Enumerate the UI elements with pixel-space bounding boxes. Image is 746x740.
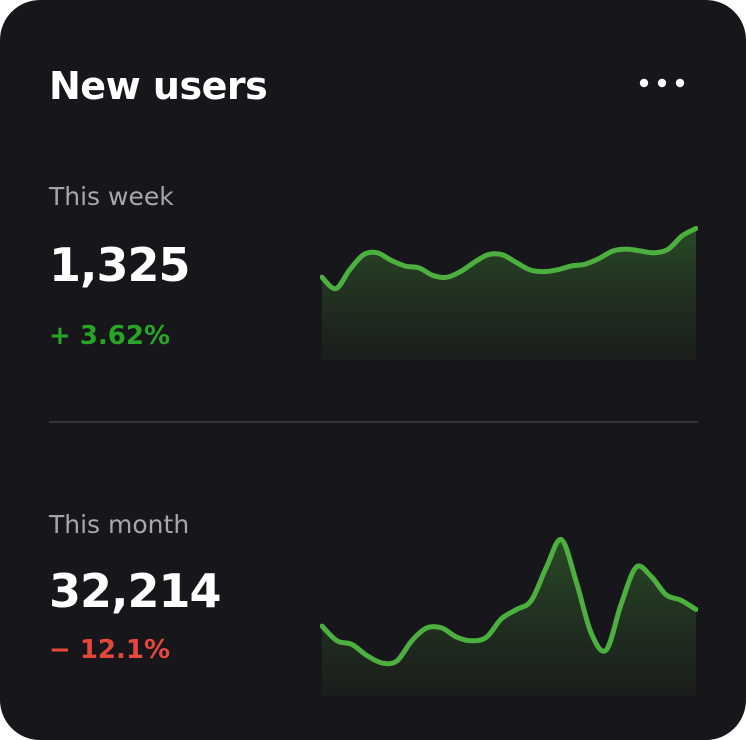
sparkline-point xyxy=(454,635,459,640)
sparkline-point xyxy=(333,286,338,291)
sparkline-point xyxy=(444,275,449,280)
sparkline-point xyxy=(649,574,654,579)
weekly-change: + 3.62% xyxy=(49,321,171,351)
sparkline-point xyxy=(424,625,429,630)
sparkline-point xyxy=(583,262,588,267)
monthly-sparkline xyxy=(320,537,698,696)
more-options-button[interactable] xyxy=(632,66,692,100)
sparkline-point xyxy=(513,260,518,265)
sparkline-point xyxy=(364,653,369,658)
sparkline-point xyxy=(403,264,408,269)
sparkline-line xyxy=(320,537,698,667)
sparkline-point xyxy=(458,269,463,274)
sparkline-point xyxy=(439,625,444,630)
sparkline-point xyxy=(679,598,684,603)
sparkline-point xyxy=(430,273,435,278)
sparkline-point xyxy=(394,659,399,664)
sparkline-point xyxy=(375,250,380,255)
sparkline-point xyxy=(574,579,579,584)
sparkline-point xyxy=(527,267,532,272)
sparkline-point xyxy=(634,565,639,570)
weekly-label: This week xyxy=(49,182,174,211)
sparkline-point xyxy=(409,638,414,643)
sparkline-point xyxy=(610,249,615,254)
sparkline-point xyxy=(597,256,602,261)
sparkline-point xyxy=(335,638,340,643)
monthly-change: − 12.1% xyxy=(49,635,171,665)
sparkline-point xyxy=(361,252,366,257)
sparkline-point xyxy=(544,565,549,570)
monthly-label: This month xyxy=(49,510,190,539)
sparkline-point xyxy=(680,233,685,238)
weekly-sparkline xyxy=(320,225,698,360)
more-horizontal-icon xyxy=(639,78,685,88)
sparkline-point xyxy=(472,260,477,265)
monthly-value: 32,214 xyxy=(49,564,222,618)
sparkline-point xyxy=(347,267,352,272)
sparkline-point xyxy=(541,269,546,274)
sparkline-point xyxy=(499,616,504,621)
section-divider xyxy=(49,421,698,423)
sparkline-point xyxy=(500,252,505,257)
sparkline-point xyxy=(486,252,491,257)
sparkline-point xyxy=(589,631,594,636)
sparkline-line xyxy=(320,225,698,292)
sparkline-area xyxy=(322,228,696,360)
sparkline-point xyxy=(559,537,564,542)
sparkline-point xyxy=(514,607,519,612)
sparkline-point xyxy=(469,638,474,643)
sparkline-point xyxy=(624,247,629,252)
sparkline-point xyxy=(379,660,384,665)
sparkline-point xyxy=(666,247,671,252)
sparkline-point xyxy=(569,264,574,269)
sparkline-point xyxy=(349,642,354,647)
sparkline-area xyxy=(322,539,696,696)
sparkline-point xyxy=(389,258,394,263)
sparkline-point xyxy=(652,250,657,255)
sparkline-point xyxy=(555,267,560,272)
sparkline-point xyxy=(619,602,624,607)
sparkline-point xyxy=(664,592,669,597)
sparkline-point xyxy=(604,648,609,653)
weekly-value: 1,325 xyxy=(49,238,191,292)
sparkline-point xyxy=(417,265,422,270)
sparkline-point xyxy=(484,635,489,640)
sparkline-point xyxy=(529,598,534,603)
sparkline-point xyxy=(638,249,643,254)
card-title: New users xyxy=(49,64,268,108)
